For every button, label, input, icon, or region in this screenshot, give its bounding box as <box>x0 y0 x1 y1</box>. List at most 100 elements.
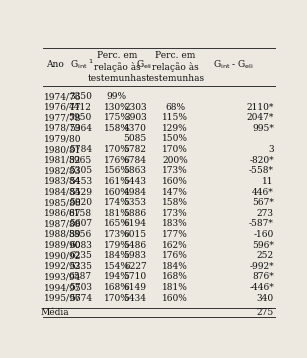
Text: 5353: 5353 <box>124 198 147 207</box>
Text: G$_{\rm int}$ $^{1}$: G$_{\rm int}$ $^{1}$ <box>70 57 95 71</box>
Text: -558*: -558* <box>249 166 274 175</box>
Text: 129%: 129% <box>162 124 188 133</box>
Text: 5486: 5486 <box>123 241 147 250</box>
Text: 5703: 5703 <box>69 283 92 292</box>
Text: 3: 3 <box>268 145 274 154</box>
Text: 160%: 160% <box>162 177 188 186</box>
Text: 179%: 179% <box>104 241 130 250</box>
Text: 181%: 181% <box>104 209 130 218</box>
Text: Perc. em
relação às
testemunhas: Perc. em relação às testemunhas <box>87 51 146 83</box>
Text: 147%: 147% <box>162 188 188 197</box>
Text: 1994/95: 1994/95 <box>44 283 82 292</box>
Text: 1974/76: 1974/76 <box>44 92 82 101</box>
Text: -820*: -820* <box>249 156 274 165</box>
Text: 1990/92: 1990/92 <box>44 251 82 260</box>
Text: 6235: 6235 <box>69 251 92 260</box>
Text: 68%: 68% <box>165 103 185 112</box>
Text: 275: 275 <box>257 308 274 317</box>
Text: 4984: 4984 <box>124 188 147 197</box>
Text: 173%: 173% <box>162 209 188 218</box>
Text: 5856: 5856 <box>69 230 92 239</box>
Text: 6158: 6158 <box>69 209 92 218</box>
Text: 150%: 150% <box>162 135 188 144</box>
Text: 3350: 3350 <box>69 92 92 101</box>
Text: 115%: 115% <box>162 113 188 122</box>
Text: 174%: 174% <box>104 198 130 207</box>
Text: 876*: 876* <box>252 272 274 281</box>
Text: 11: 11 <box>262 177 274 186</box>
Text: 5453: 5453 <box>69 177 92 186</box>
Text: 1979/80: 1979/80 <box>44 135 82 144</box>
Text: 3903: 3903 <box>124 113 147 122</box>
Text: 173%: 173% <box>162 166 188 175</box>
Text: 184%: 184% <box>162 262 188 271</box>
Text: 5085: 5085 <box>123 135 147 144</box>
Text: 1976/77: 1976/77 <box>44 103 82 112</box>
Text: 170%: 170% <box>104 145 130 154</box>
Text: -446*: -446* <box>249 283 274 292</box>
Text: 5429: 5429 <box>69 188 92 197</box>
Text: 168%: 168% <box>162 272 188 281</box>
Text: 6227: 6227 <box>124 262 147 271</box>
Text: G$_{\rm int}$ - G$_{\rm eli}$: G$_{\rm int}$ - G$_{\rm eli}$ <box>213 58 254 71</box>
Text: 194%: 194% <box>104 272 130 281</box>
Text: 6194: 6194 <box>124 219 147 228</box>
Text: 2303: 2303 <box>124 103 147 112</box>
Text: 596*: 596* <box>252 241 274 250</box>
Text: G$_{\rm eli}$: G$_{\rm eli}$ <box>136 58 152 71</box>
Text: 156%: 156% <box>104 166 130 175</box>
Text: 1980/81: 1980/81 <box>44 145 82 154</box>
Text: 252: 252 <box>257 251 274 260</box>
Text: 5863: 5863 <box>124 166 147 175</box>
Text: Média: Média <box>41 308 69 317</box>
Text: 160%: 160% <box>162 294 188 303</box>
Text: -587*: -587* <box>249 219 274 228</box>
Text: 5443: 5443 <box>124 177 147 186</box>
Text: 1983/84: 1983/84 <box>44 177 82 186</box>
Text: 6149: 6149 <box>124 283 147 292</box>
Text: Perc. em
relação às
testemunhas: Perc. em relação às testemunhas <box>146 51 205 83</box>
Text: 161%: 161% <box>104 177 130 186</box>
Text: 1986/87: 1986/87 <box>44 209 82 218</box>
Text: 1995/96: 1995/96 <box>44 294 82 303</box>
Text: 6015: 6015 <box>123 230 147 239</box>
Text: 446*: 446* <box>252 188 274 197</box>
Text: 5920: 5920 <box>69 198 92 207</box>
Text: 5305: 5305 <box>69 166 92 175</box>
Text: 173%: 173% <box>104 230 130 239</box>
Text: 175%: 175% <box>104 113 130 122</box>
Text: 5774: 5774 <box>69 294 92 303</box>
Text: 160%: 160% <box>104 188 130 197</box>
Text: 995*: 995* <box>252 124 274 133</box>
Text: 1977/78: 1977/78 <box>44 113 82 122</box>
Text: 5434: 5434 <box>124 294 147 303</box>
Text: 273: 273 <box>257 209 274 218</box>
Text: 1985/86: 1985/86 <box>44 198 82 207</box>
Text: 567*: 567* <box>252 198 274 207</box>
Text: 181%: 181% <box>162 283 188 292</box>
Text: 1992/93: 1992/93 <box>44 262 82 271</box>
Text: 176%: 176% <box>104 156 130 165</box>
Text: 6784: 6784 <box>124 156 147 165</box>
Text: 5235: 5235 <box>69 262 92 271</box>
Text: 5886: 5886 <box>123 209 147 218</box>
Text: 1981/82: 1981/82 <box>44 156 82 165</box>
Text: 5983: 5983 <box>124 251 147 260</box>
Text: 340: 340 <box>257 294 274 303</box>
Text: 158%: 158% <box>162 198 188 207</box>
Text: 1984/85: 1984/85 <box>44 188 82 197</box>
Text: 130%: 130% <box>104 103 130 112</box>
Text: 6587: 6587 <box>69 272 92 281</box>
Text: Ano: Ano <box>46 60 64 69</box>
Text: 177%: 177% <box>162 230 188 239</box>
Text: 184%: 184% <box>104 251 130 260</box>
Text: 1978/79: 1978/79 <box>44 124 82 133</box>
Text: 2110*: 2110* <box>247 103 274 112</box>
Text: 158%: 158% <box>104 124 130 133</box>
Text: 5782: 5782 <box>124 145 147 154</box>
Text: 5607: 5607 <box>69 219 92 228</box>
Text: 5710: 5710 <box>123 272 147 281</box>
Text: 154%: 154% <box>104 262 130 271</box>
Text: 2047*: 2047* <box>247 113 274 122</box>
Text: 170%: 170% <box>162 145 188 154</box>
